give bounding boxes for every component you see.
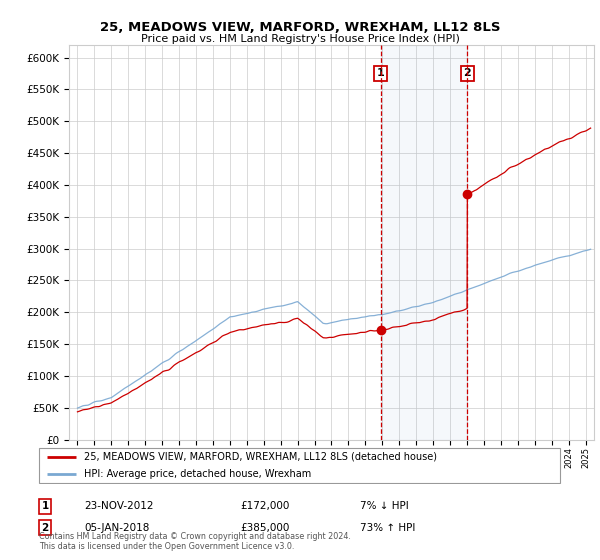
Text: £172,000: £172,000 [240,501,289,511]
Text: 25, MEADOWS VIEW, MARFORD, WREXHAM, LL12 8LS (detached house): 25, MEADOWS VIEW, MARFORD, WREXHAM, LL12… [83,451,437,461]
Text: 25, MEADOWS VIEW, MARFORD, WREXHAM, LL12 8LS: 25, MEADOWS VIEW, MARFORD, WREXHAM, LL12… [100,21,500,34]
FancyBboxPatch shape [38,448,560,483]
Text: 73% ↑ HPI: 73% ↑ HPI [360,522,415,533]
Text: 2: 2 [464,68,472,78]
Text: 23-NOV-2012: 23-NOV-2012 [84,501,154,511]
Text: 05-JAN-2018: 05-JAN-2018 [84,522,149,533]
Text: 2: 2 [41,522,49,533]
Text: £385,000: £385,000 [240,522,289,533]
Text: 1: 1 [377,68,385,78]
Bar [380,45,467,440]
Text: 1: 1 [41,501,49,511]
Text: HPI: Average price, detached house, Wrexham: HPI: Average price, detached house, Wrex… [83,469,311,479]
Text: Price paid vs. HM Land Registry's House Price Index (HPI): Price paid vs. HM Land Registry's House … [140,34,460,44]
Text: Contains HM Land Registry data © Crown copyright and database right 2024.
This d: Contains HM Land Registry data © Crown c… [39,531,351,551]
Text: 7% ↓ HPI: 7% ↓ HPI [360,501,409,511]
